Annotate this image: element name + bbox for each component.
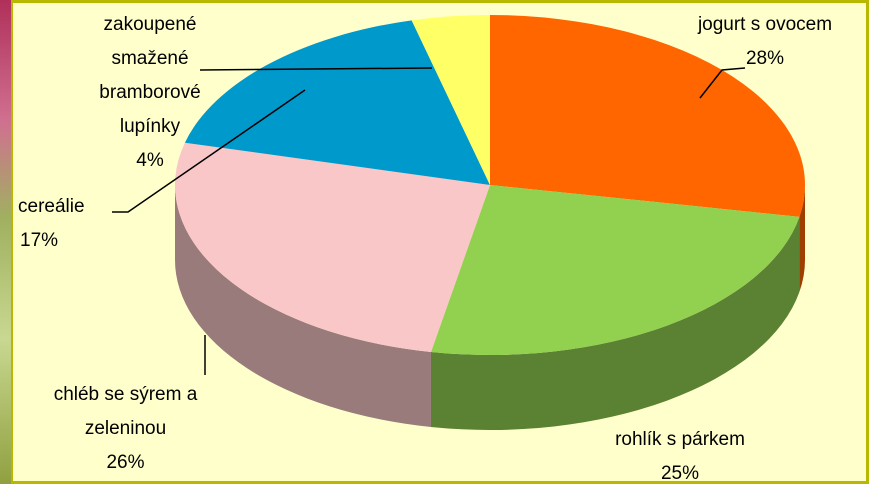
value-label: 28% bbox=[665, 42, 865, 76]
category-label: jogurt s ovocem bbox=[665, 8, 865, 42]
page: jogurt s ovocem28% rohlík s párkem25% chlé… bbox=[0, 0, 870, 484]
category-label: cereálie bbox=[18, 190, 118, 224]
category-label: rohlík s párkem bbox=[580, 423, 780, 457]
value-label: 26% bbox=[28, 446, 223, 480]
category-label: zakoupené smažené bramborové lupínky bbox=[86, 8, 214, 144]
value-label: 4% bbox=[86, 144, 214, 178]
value-label: 17% bbox=[18, 224, 118, 258]
category-label: chléb se sýrem a zeleninou bbox=[28, 378, 223, 446]
value-label: 25% bbox=[580, 457, 780, 484]
